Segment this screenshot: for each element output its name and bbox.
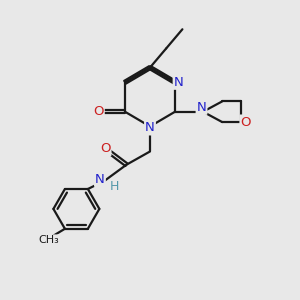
Text: O: O bbox=[240, 116, 251, 128]
Text: O: O bbox=[93, 105, 104, 118]
Text: N: N bbox=[145, 122, 155, 134]
Text: N: N bbox=[174, 76, 183, 89]
Text: H: H bbox=[110, 180, 119, 193]
Text: O: O bbox=[100, 142, 110, 155]
Text: CH₃: CH₃ bbox=[38, 235, 59, 245]
Text: N: N bbox=[95, 173, 105, 186]
Text: N: N bbox=[197, 101, 206, 114]
